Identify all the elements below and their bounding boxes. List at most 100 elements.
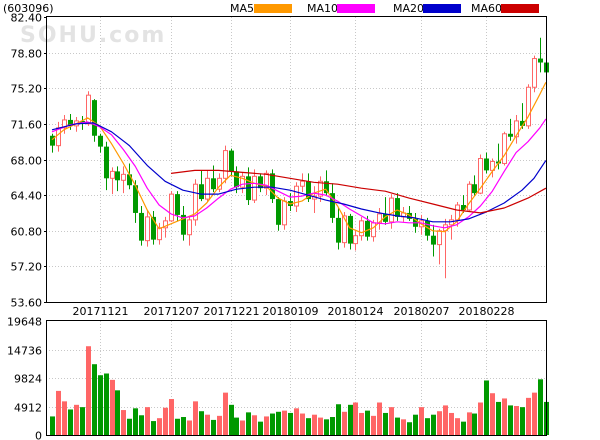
volume-bar bbox=[443, 405, 448, 435]
volume-bar bbox=[502, 398, 507, 435]
price-tick-label: 60.80 bbox=[11, 226, 43, 239]
volume-bar bbox=[449, 412, 454, 435]
date-tick-label: 20171121 bbox=[73, 305, 129, 318]
candle-body bbox=[538, 58, 543, 63]
candle bbox=[127, 163, 132, 190]
volume-axis: 19648 14736 9824 4912 0 bbox=[7, 316, 42, 440]
ma-line-ma60 bbox=[170, 169, 546, 214]
candle bbox=[205, 170, 210, 203]
volume-bar bbox=[92, 364, 97, 435]
volume-bar bbox=[532, 392, 537, 435]
volume-bar bbox=[371, 415, 376, 435]
volume-tick-label: 14736 bbox=[7, 345, 42, 358]
volume-bar bbox=[163, 407, 168, 435]
volume-bar bbox=[389, 407, 394, 435]
candle-body bbox=[359, 220, 364, 237]
candle-body bbox=[127, 174, 132, 186]
candle bbox=[300, 173, 305, 193]
volume-bar bbox=[234, 417, 239, 435]
candle bbox=[270, 169, 275, 204]
volume-bar bbox=[223, 392, 228, 435]
volume-bar bbox=[407, 422, 412, 435]
price-tick-label: 75.20 bbox=[11, 83, 43, 96]
volume-bar bbox=[383, 412, 388, 435]
volume-bar bbox=[538, 379, 543, 435]
candle bbox=[258, 173, 263, 193]
volume-bar bbox=[175, 418, 180, 435]
volume-bar bbox=[377, 402, 382, 435]
candle-body bbox=[336, 217, 341, 243]
volume-bar bbox=[50, 416, 55, 435]
price-tick-label: 64.40 bbox=[11, 190, 43, 203]
volume-bar bbox=[252, 415, 257, 435]
volume-bar bbox=[508, 405, 513, 435]
candle-body bbox=[110, 170, 115, 179]
candle-body bbox=[461, 205, 466, 210]
price-tick-label: 78.80 bbox=[11, 48, 43, 61]
candle-body bbox=[484, 158, 489, 171]
volume-bar bbox=[455, 418, 460, 435]
legend-swatch-ma60 bbox=[501, 4, 539, 13]
date-tick-label: 20171207 bbox=[144, 305, 200, 318]
volume-bar bbox=[86, 346, 91, 435]
volume-bar bbox=[490, 393, 495, 435]
candle-body bbox=[282, 200, 287, 226]
date-tick-label: 20180124 bbox=[328, 305, 384, 318]
candle-body bbox=[104, 146, 109, 179]
candle-body bbox=[211, 178, 216, 190]
candle-body bbox=[472, 184, 477, 194]
volume-bar bbox=[437, 411, 442, 435]
volume-bar bbox=[98, 375, 103, 435]
candle-body bbox=[437, 230, 442, 246]
candle-body bbox=[199, 184, 204, 200]
volume-bar bbox=[288, 412, 293, 435]
volume-bar bbox=[157, 418, 162, 435]
candle bbox=[163, 216, 168, 238]
volume-bar bbox=[133, 408, 138, 435]
candle bbox=[353, 229, 358, 251]
volume-bar bbox=[520, 407, 525, 435]
candle bbox=[181, 206, 186, 241]
candle-body bbox=[431, 235, 436, 245]
watermark: SOHU.com bbox=[20, 23, 166, 48]
volume-tick-label: 9824 bbox=[14, 373, 42, 386]
legend-label-ma5: MA5 bbox=[230, 2, 254, 15]
volume-tick-label: 19648 bbox=[7, 316, 42, 329]
candle-body bbox=[306, 181, 311, 200]
volume-bar bbox=[300, 413, 305, 435]
volume-bar bbox=[193, 401, 198, 435]
volume-bar bbox=[526, 397, 531, 435]
volume-bar bbox=[145, 407, 150, 435]
volume-bar bbox=[139, 415, 144, 435]
candle-body bbox=[50, 135, 55, 146]
candle bbox=[62, 114, 67, 134]
candle bbox=[133, 180, 138, 223]
volume-bar bbox=[115, 390, 120, 435]
candle bbox=[115, 166, 120, 192]
volume-bar bbox=[461, 421, 466, 435]
legend-swatch-ma5 bbox=[254, 4, 292, 13]
volume-bar bbox=[270, 413, 275, 435]
candle bbox=[240, 172, 245, 194]
moving-average-lines bbox=[51, 82, 546, 234]
candle bbox=[472, 175, 477, 197]
candle-body bbox=[300, 180, 305, 187]
candle-body bbox=[348, 215, 353, 244]
price-axis: 82.40 78.80 75.20 71.60 68.00 64.40 60.80 57.20… bbox=[11, 12, 46, 310]
volume-bar bbox=[205, 414, 210, 435]
volume-bar bbox=[312, 414, 317, 435]
volume-bar bbox=[425, 418, 430, 435]
volume-bar bbox=[187, 420, 192, 435]
volume-bar bbox=[276, 411, 281, 435]
candle-body bbox=[276, 199, 281, 225]
legend-swatch-ma20 bbox=[423, 4, 461, 13]
volume-bar bbox=[324, 419, 329, 435]
legend-label-ma20: MA20 bbox=[393, 2, 424, 15]
ma-line-ma5 bbox=[51, 82, 546, 234]
price-tick-label: 53.60 bbox=[11, 297, 43, 310]
candle bbox=[330, 183, 335, 223]
volume-bar bbox=[264, 416, 269, 435]
candle-body bbox=[56, 127, 61, 147]
candle bbox=[532, 55, 537, 93]
volume-panel-frame bbox=[46, 320, 547, 436]
